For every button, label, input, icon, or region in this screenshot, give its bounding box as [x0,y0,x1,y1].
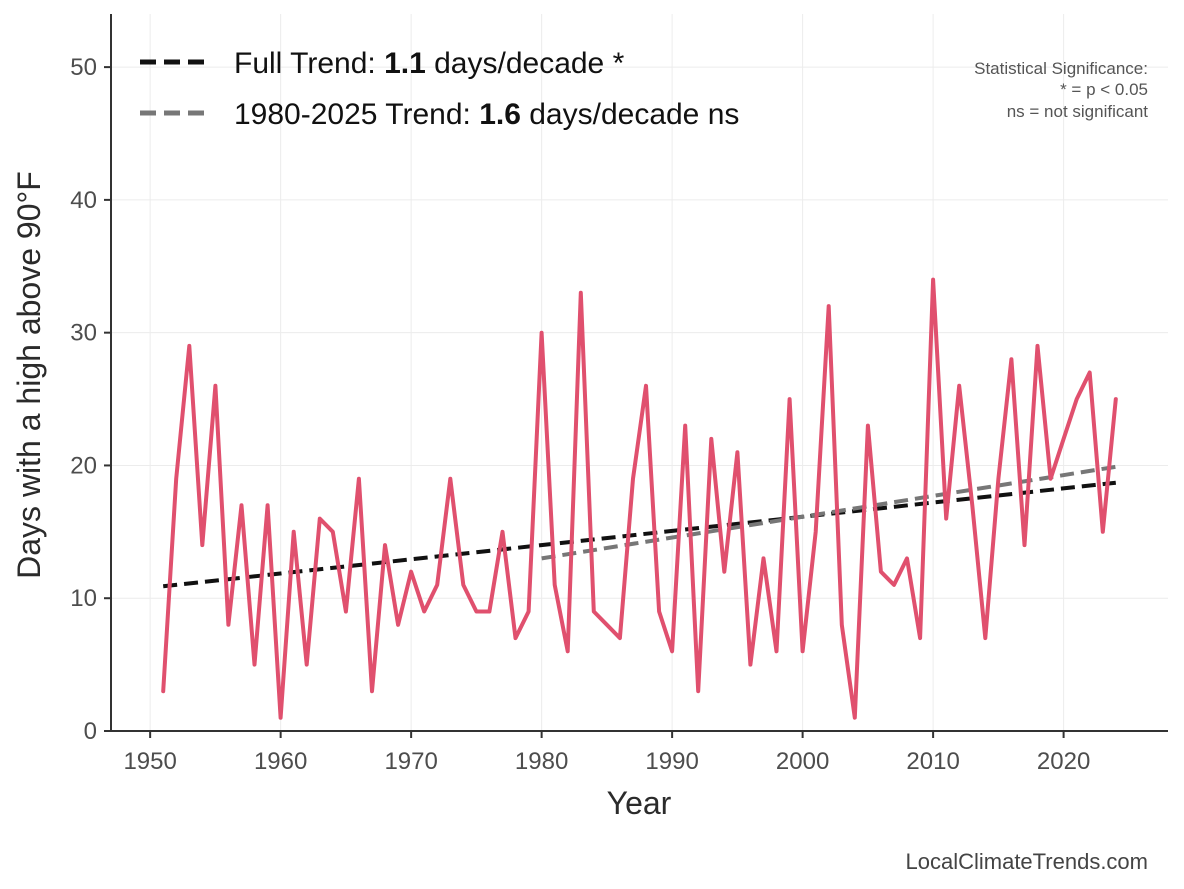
legend-suffix: days/decade ns [521,98,739,131]
legend: Full Trend: 1.1 days/decade * 1980-2025 … [140,47,739,131]
ticks: 1950 1960 1970 1980 1990 2000 2010 2020 0 10 20 30 4… [70,54,1090,775]
y-tick-label: 10 [70,585,97,612]
x-tick-label: 1990 [645,748,698,775]
source-credit: LocalClimateTrends.com [906,849,1149,874]
note-line-3: ns = not significant [1007,102,1149,121]
y-tick-label: 50 [70,54,97,81]
x-tick-label: 1970 [384,748,437,775]
note-line-1: Statistical Significance: [974,59,1148,78]
y-axis-title: Days with a high above 90°F [11,171,47,579]
series-line [161,277,1118,720]
trend-line-full [162,480,1117,589]
legend-prefix: Full Trend: [234,47,384,80]
legend-label-recent-trend: 1980-2025 Trend: 1.6 days/decade ns [234,98,739,131]
x-axis-title: Year [607,785,672,821]
y-tick-label: 40 [70,187,97,214]
legend-prefix: 1980-2025 Trend: [234,98,479,131]
x-tick-label: 2020 [1037,748,1090,775]
legend-label-full-trend: Full Trend: 1.1 days/decade * [234,47,625,80]
x-tick-label: 1950 [123,748,176,775]
y-tick-label: 0 [84,718,97,745]
grid [111,14,1168,732]
axes [110,14,1168,732]
series-lines [161,277,1118,720]
note-line-2: * = p < 0.05 [1060,80,1148,99]
x-tick-label: 1960 [254,748,307,775]
x-tick-label: 2010 [906,748,959,775]
legend-value: 1.6 [479,98,521,131]
x-tick-label: 2000 [776,748,829,775]
y-tick-label: 20 [70,452,97,479]
legend-suffix: days/decade * [426,47,625,80]
y-tick-label: 30 [70,320,97,347]
significance-note: Statistical Significance: * = p < 0.05 n… [974,59,1148,121]
legend-value: 1.1 [384,47,426,80]
x-tick-label: 1980 [515,748,568,775]
